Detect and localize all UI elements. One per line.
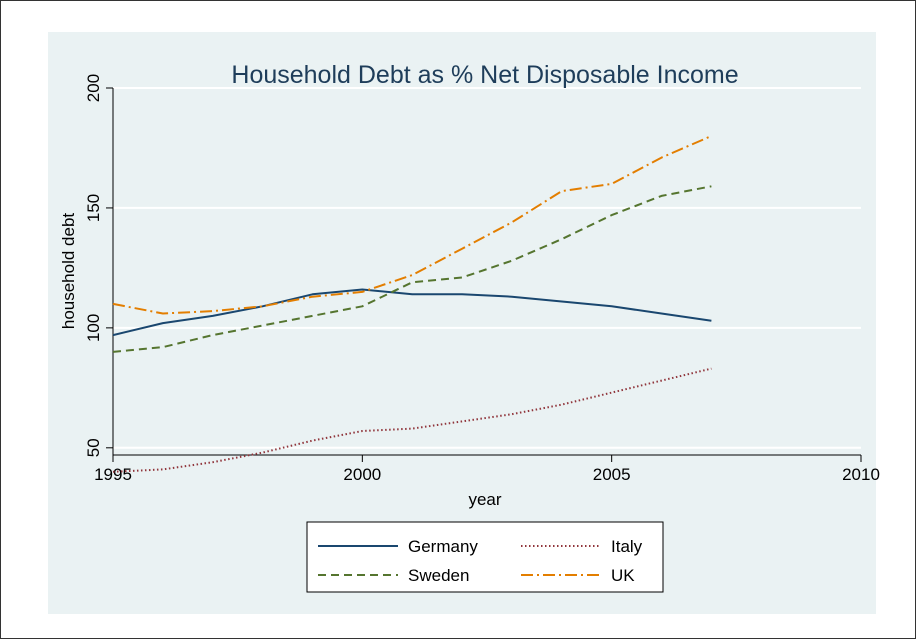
y-axis-title: household debt	[59, 213, 78, 330]
x-tick-label: 1995	[94, 465, 132, 484]
legend-label-germany: Germany	[408, 537, 478, 556]
y-tick-label: 200	[84, 74, 103, 102]
x-tick-label: 2005	[593, 465, 631, 484]
plot-area	[113, 88, 861, 455]
y-tick-label: 100	[84, 314, 103, 342]
y-tick-label: 50	[84, 438, 103, 457]
chart-title: Household Debt as % Net Disposable Incom…	[231, 61, 738, 89]
legend-label-uk: UK	[611, 566, 635, 585]
legend-box	[306, 521, 664, 593]
x-tick-label: 2000	[343, 465, 381, 484]
series-line-sweden	[112, 185, 712, 353]
series-line-germany	[112, 288, 712, 337]
legend: Germany Italy Sweden UK	[306, 521, 664, 593]
x-tick-label: 2010	[842, 465, 880, 484]
legend-label-sweden: Sweden	[408, 566, 469, 585]
axis-ticks: 50 100 150 200 1995 2000 2005 2010	[84, 74, 880, 484]
series-lines	[112, 135, 712, 473]
legend-label-italy: Italy	[611, 537, 643, 556]
axes	[112, 88, 861, 456]
gridlines	[113, 87, 861, 449]
series-line-italy	[112, 367, 712, 473]
x-axis-title: year	[468, 490, 501, 509]
y-tick-label: 150	[84, 194, 103, 222]
